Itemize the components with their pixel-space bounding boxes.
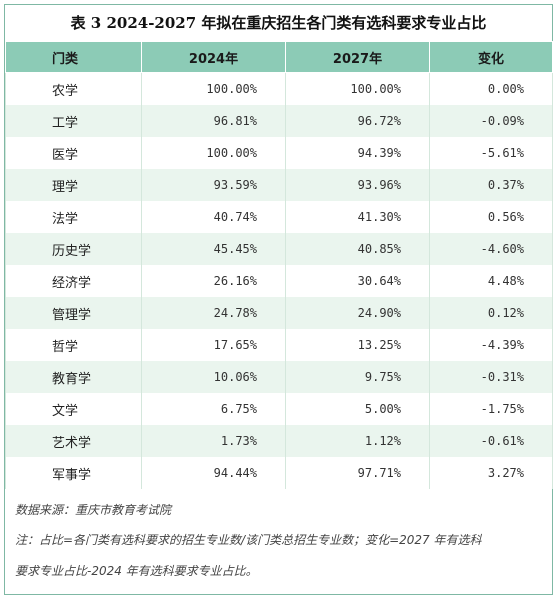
value-2027-cell: 94.39% — [285, 137, 430, 169]
table-row: 文学 6.75% 5.00% -1.75% — [5, 393, 553, 425]
value-2024-cell: 40.74% — [141, 201, 286, 233]
category-cell: 医学 — [5, 137, 142, 169]
value-2024-cell: 6.75% — [141, 393, 286, 425]
value-2027-cell: 41.30% — [285, 201, 430, 233]
change-cell: -4.60% — [429, 233, 553, 265]
header-change: 变化 — [429, 41, 553, 73]
change-cell: 0.56% — [429, 201, 553, 233]
value-2027-cell: 97.71% — [285, 457, 430, 489]
table-row: 医学 100.00% 94.39% -5.61% — [5, 137, 553, 169]
value-2024-cell: 100.00% — [141, 72, 286, 105]
value-2027-cell: 5.00% — [285, 393, 430, 425]
change-cell: 4.48% — [429, 265, 553, 297]
category-cell: 文学 — [5, 393, 142, 425]
table-row: 历史学 45.45% 40.85% -4.60% — [5, 233, 553, 265]
category-cell: 艺术学 — [5, 425, 142, 457]
table-title: 表 3 2024-2027 年拟在重庆招生各门类有选科要求专业占比 — [70, 14, 487, 32]
table-row: 管理学 24.78% 24.90% 0.12% — [5, 297, 553, 329]
value-2024-cell: 26.16% — [141, 265, 286, 297]
definition-note-line-2: 要求专业占比-2024 年有选科要求专业占比。 — [15, 564, 258, 578]
category-cell: 法学 — [5, 201, 142, 233]
table-row: 理学 93.59% 93.96% 0.37% — [5, 169, 553, 201]
change-cell: 3.27% — [429, 457, 553, 489]
table-row: 法学 40.74% 41.30% 0.56% — [5, 201, 553, 233]
value-2027-cell: 13.25% — [285, 329, 430, 361]
table-card: 表 3 2024-2027 年拟在重庆招生各门类有选科要求专业占比 门类 202… — [4, 4, 553, 595]
change-cell: -5.61% — [429, 137, 553, 169]
table-row: 军事学 94.44% 97.71% 3.27% — [5, 457, 553, 489]
source-note: 数据来源：重庆市教育考试院 — [15, 503, 172, 517]
value-2024-cell: 93.59% — [141, 169, 286, 201]
category-cell: 理学 — [5, 169, 142, 201]
value-2024-cell: 1.73% — [141, 425, 286, 457]
value-2024-cell: 24.78% — [141, 297, 286, 329]
category-cell: 军事学 — [5, 457, 142, 489]
footnotes: 数据来源：重庆市教育考试院 注：占比=各门类有选科要求的招生专业数/该门类总招生… — [5, 495, 552, 587]
value-2027-cell: 93.96% — [285, 169, 430, 201]
value-2027-cell: 30.64% — [285, 265, 430, 297]
header-2027: 2027年 — [285, 41, 430, 73]
table-row: 经济学 26.16% 30.64% 4.48% — [5, 265, 553, 297]
change-cell: -0.31% — [429, 361, 553, 393]
data-table: 门类 2024年 2027年 变化 农学 100.00% 100.00% 0.0… — [5, 41, 553, 489]
value-2027-cell: 40.85% — [285, 233, 430, 265]
value-2024-cell: 17.65% — [141, 329, 286, 361]
change-cell: 0.12% — [429, 297, 553, 329]
category-cell: 管理学 — [5, 297, 142, 329]
value-2024-cell: 45.45% — [141, 233, 286, 265]
definition-note-line-1: 注：占比=各门类有选科要求的招生专业数/该门类总招生专业数；变化=2027 年有… — [15, 533, 482, 547]
category-cell: 农学 — [5, 72, 142, 105]
change-cell: -1.75% — [429, 393, 553, 425]
change-cell: 0.37% — [429, 169, 553, 201]
category-cell: 工学 — [5, 105, 142, 137]
category-cell: 教育学 — [5, 361, 142, 393]
value-2027-cell: 100.00% — [285, 72, 430, 105]
table-row: 教育学 10.06% 9.75% -0.31% — [5, 361, 553, 393]
change-cell: -4.39% — [429, 329, 553, 361]
table-row: 哲学 17.65% 13.25% -4.39% — [5, 329, 553, 361]
category-cell: 经济学 — [5, 265, 142, 297]
category-cell: 哲学 — [5, 329, 142, 361]
change-cell: -0.61% — [429, 425, 553, 457]
value-2024-cell: 94.44% — [141, 457, 286, 489]
header-row: 门类 2024年 2027年 变化 — [5, 41, 553, 73]
value-2027-cell: 96.72% — [285, 105, 430, 137]
category-cell: 历史学 — [5, 233, 142, 265]
value-2024-cell: 96.81% — [141, 105, 286, 137]
value-2027-cell: 1.12% — [285, 425, 430, 457]
change-cell: -0.09% — [429, 105, 553, 137]
table-row: 艺术学 1.73% 1.12% -0.61% — [5, 425, 553, 457]
value-2024-cell: 10.06% — [141, 361, 286, 393]
value-2024-cell: 100.00% — [141, 137, 286, 169]
change-cell: 0.00% — [429, 72, 553, 105]
table-row: 农学 100.00% 100.00% 0.00% — [5, 72, 553, 105]
header-category: 门类 — [5, 41, 142, 73]
value-2027-cell: 9.75% — [285, 361, 430, 393]
table-row: 工学 96.81% 96.72% -0.09% — [5, 105, 553, 137]
header-2024: 2024年 — [141, 41, 286, 73]
value-2027-cell: 24.90% — [285, 297, 430, 329]
